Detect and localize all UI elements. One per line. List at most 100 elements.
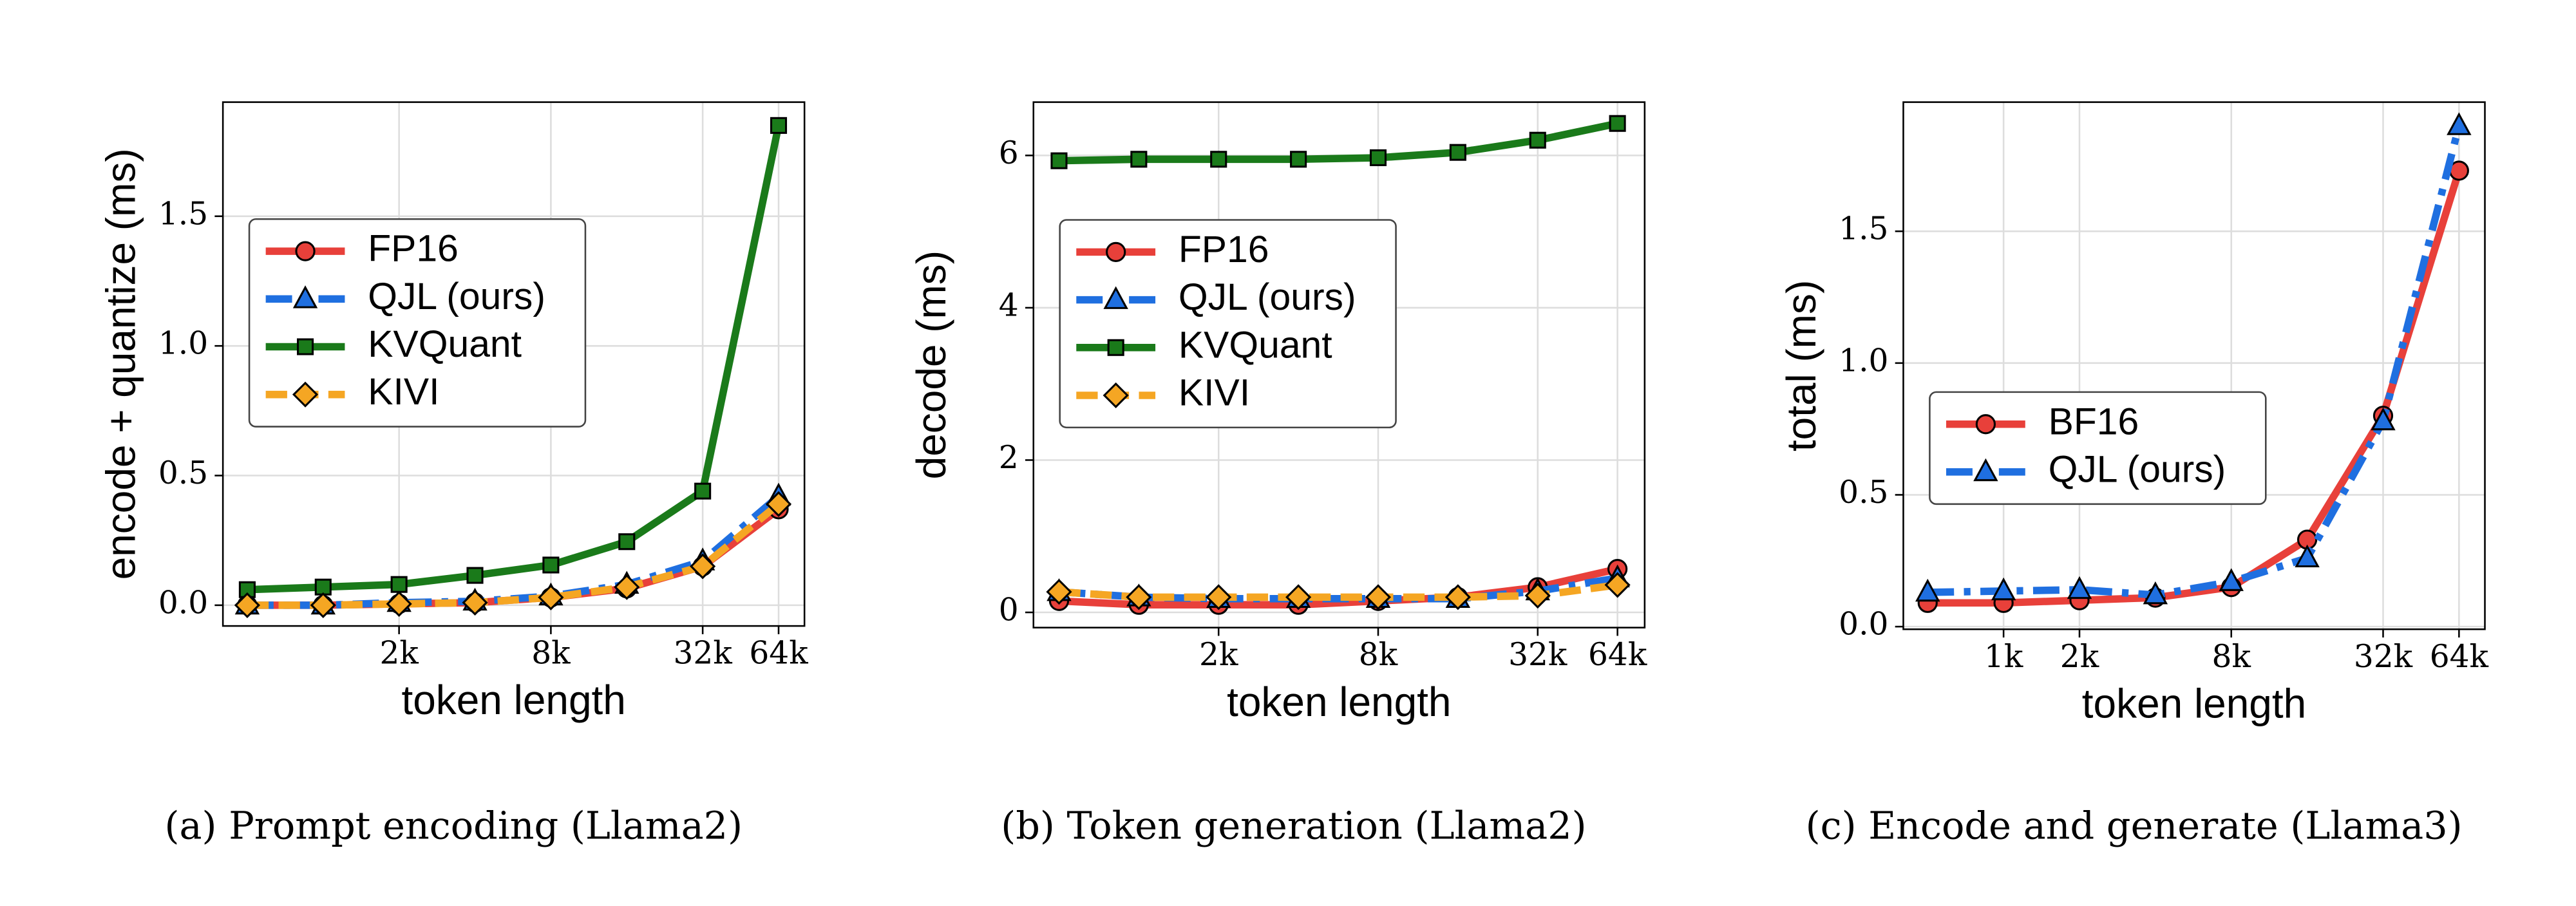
legend-marker — [1975, 414, 1996, 435]
y-tick-label: 0 — [999, 592, 1019, 628]
series-line — [247, 501, 781, 609]
data-point — [542, 556, 560, 574]
data-point — [770, 117, 788, 134]
legend-marker — [292, 285, 318, 308]
plot-frame — [1902, 101, 2486, 630]
x-tick-label: 64k — [1588, 637, 1647, 673]
x-tick-label: 1k — [1984, 639, 2023, 675]
y-tick-label: 2 — [999, 440, 1019, 476]
data-point — [2219, 568, 2244, 591]
x-tick-label: 2k — [2060, 639, 2099, 675]
legend-marker — [292, 381, 319, 408]
y-tick-label: 0.0 — [1839, 607, 1888, 643]
data-point — [390, 576, 408, 593]
data-point — [538, 584, 564, 610]
data-point — [765, 491, 792, 517]
legend-marker — [1973, 458, 1998, 482]
legend-label: KIVI — [1179, 372, 1250, 414]
legend-label: KVQuant — [368, 323, 522, 365]
data-point — [1444, 584, 1471, 610]
legend-label: QJL (ours) — [368, 276, 545, 317]
data-point — [2067, 576, 2092, 599]
y-tick-label: 0.5 — [1839, 475, 1888, 511]
legend-marker — [1106, 241, 1126, 263]
y-tick-label: 0.5 — [158, 455, 208, 491]
data-point — [1046, 579, 1072, 605]
data-point — [1126, 584, 1152, 610]
x-tick-label: 2k — [1199, 637, 1238, 673]
data-point — [1285, 584, 1312, 610]
x-tick-label: 64k — [2430, 639, 2489, 675]
legend-box — [248, 218, 587, 428]
data-point — [1130, 151, 1148, 168]
legend-label: KVQuant — [1179, 324, 1332, 366]
series-line — [247, 124, 782, 594]
series-line — [1059, 574, 1618, 603]
caption: (c) Encode and generate (Llama3) — [1806, 803, 2463, 847]
x-tick-label: 2k — [379, 636, 419, 672]
y-tick-label: 4 — [999, 287, 1019, 323]
plot-frame — [222, 101, 806, 627]
data-point — [618, 533, 636, 551]
caption: (b) Token generation (Llama2) — [1001, 803, 1586, 847]
y-tick-label: 1.5 — [158, 196, 208, 232]
series-line — [1059, 120, 1618, 165]
x-tick-label: 32k — [1508, 637, 1567, 673]
series-line — [1927, 125, 2463, 599]
data-point — [1524, 582, 1551, 609]
data-point — [1369, 149, 1387, 166]
data-point — [1206, 584, 1232, 610]
y-tick-label: 6 — [999, 135, 1019, 171]
legend-marker — [1103, 286, 1128, 309]
data-point — [614, 574, 640, 600]
data-point — [314, 578, 332, 596]
data-point — [1210, 151, 1227, 168]
data-point — [1609, 115, 1626, 132]
x-axis-label: token length — [2082, 680, 2306, 726]
legend-marker — [295, 241, 316, 261]
data-point — [2447, 112, 2472, 135]
legend-label: QJL (ours) — [1179, 276, 1356, 318]
data-point — [690, 553, 716, 580]
data-point — [694, 482, 712, 500]
data-point — [310, 592, 336, 618]
legend-marker — [1103, 382, 1129, 409]
legend-box — [1929, 391, 2267, 505]
y-axis-label: total (ms) — [1778, 280, 1824, 451]
y-tick-label: 1.5 — [1839, 211, 1888, 247]
x-tick-label: 32k — [673, 636, 732, 672]
series-line — [1059, 565, 1618, 609]
data-point — [1290, 151, 1307, 168]
data-point — [234, 592, 260, 618]
data-point — [1991, 577, 2016, 601]
legend-marker — [296, 338, 314, 355]
y-tick-label: 0.0 — [158, 585, 208, 621]
y-tick-label: 1.0 — [158, 326, 208, 362]
series-line — [1927, 169, 2463, 607]
data-point — [1604, 572, 1631, 598]
data-point — [462, 589, 488, 616]
x-axis-label: token length — [1227, 679, 1451, 725]
data-point — [1050, 152, 1068, 169]
legend-label: FP16 — [1179, 229, 1269, 270]
data-point — [1365, 584, 1392, 610]
x-tick-label: 8k — [2212, 639, 2251, 675]
legend-box — [1059, 219, 1397, 429]
data-point — [466, 567, 484, 584]
legend-marker — [1107, 339, 1124, 356]
data-point — [1529, 131, 1546, 149]
x-axis-label: token length — [401, 677, 625, 723]
legend-label: FP16 — [368, 228, 459, 270]
plot-frame — [1032, 101, 1646, 628]
y-axis-label: encode + quantize (ms) — [98, 148, 144, 580]
legend-label: QJL (ours) — [2049, 448, 2226, 490]
data-point — [1915, 578, 1940, 602]
data-point — [1449, 144, 1466, 161]
data-point — [2371, 407, 2396, 431]
caption: (a) Prompt encoding (Llama2) — [165, 803, 743, 847]
x-tick-label: 64k — [749, 636, 808, 672]
y-tick-label: 1.0 — [1839, 343, 1888, 379]
y-axis-label: decode (ms) — [908, 250, 954, 479]
